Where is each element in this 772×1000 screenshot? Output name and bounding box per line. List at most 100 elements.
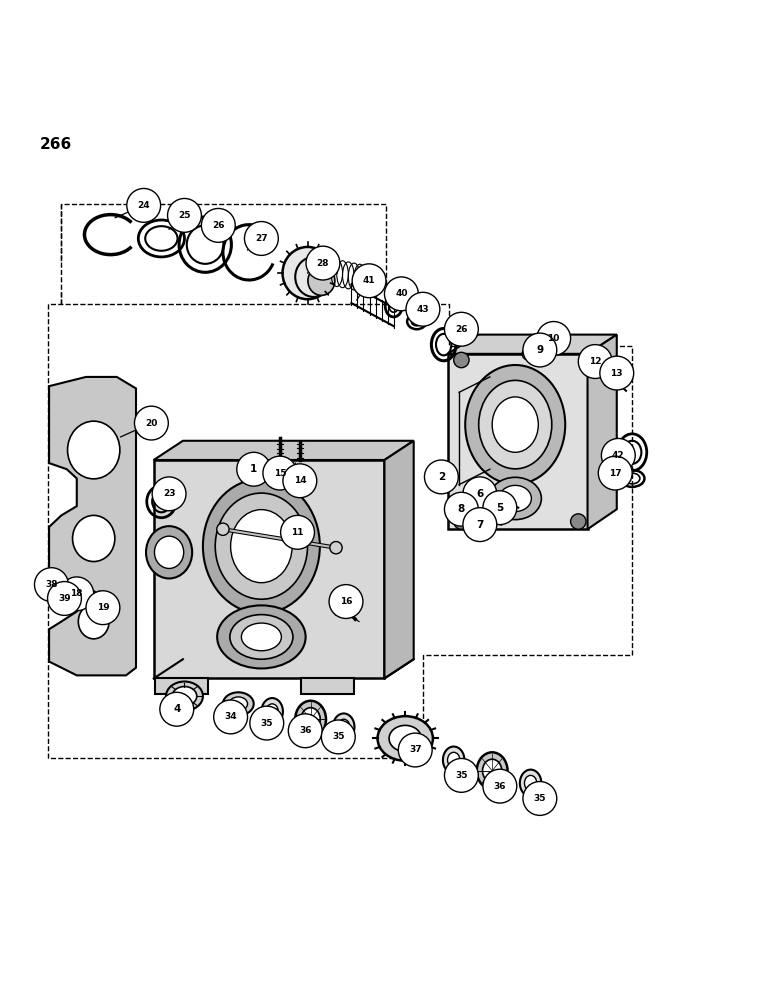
- Circle shape: [470, 511, 481, 522]
- Ellipse shape: [67, 421, 120, 479]
- Ellipse shape: [389, 725, 422, 752]
- Circle shape: [330, 542, 342, 554]
- Ellipse shape: [479, 380, 552, 469]
- Circle shape: [127, 188, 161, 222]
- Text: 26: 26: [455, 325, 468, 334]
- Text: 19: 19: [96, 603, 110, 612]
- Text: 36: 36: [299, 726, 311, 735]
- Circle shape: [239, 457, 250, 468]
- Circle shape: [454, 514, 469, 529]
- Ellipse shape: [448, 752, 460, 768]
- Text: 7: 7: [476, 520, 483, 530]
- Circle shape: [280, 515, 314, 549]
- Ellipse shape: [337, 719, 350, 735]
- Ellipse shape: [378, 716, 433, 761]
- Text: 23: 23: [163, 489, 175, 498]
- Ellipse shape: [482, 759, 502, 782]
- Polygon shape: [587, 335, 617, 529]
- Circle shape: [160, 692, 194, 726]
- Ellipse shape: [242, 623, 281, 651]
- Ellipse shape: [283, 247, 333, 299]
- Text: 10: 10: [547, 334, 560, 343]
- Ellipse shape: [266, 704, 279, 719]
- Circle shape: [600, 356, 634, 390]
- Circle shape: [329, 585, 363, 618]
- Circle shape: [168, 198, 201, 232]
- Text: 12: 12: [589, 357, 601, 366]
- Circle shape: [398, 733, 432, 767]
- Text: 13: 13: [611, 369, 623, 378]
- Ellipse shape: [301, 708, 320, 731]
- Circle shape: [263, 456, 296, 490]
- Polygon shape: [301, 678, 354, 694]
- Ellipse shape: [154, 536, 184, 568]
- Circle shape: [463, 508, 496, 542]
- Circle shape: [578, 345, 612, 378]
- Ellipse shape: [230, 615, 293, 659]
- Circle shape: [306, 246, 340, 280]
- Circle shape: [384, 277, 418, 311]
- Circle shape: [54, 579, 72, 598]
- Polygon shape: [155, 678, 208, 694]
- Text: 5: 5: [496, 503, 503, 513]
- Circle shape: [283, 464, 317, 498]
- Polygon shape: [448, 354, 587, 529]
- Circle shape: [425, 460, 459, 494]
- Text: 27: 27: [255, 234, 268, 243]
- Circle shape: [483, 491, 516, 525]
- Circle shape: [250, 706, 283, 740]
- Polygon shape: [49, 377, 136, 675]
- Text: 35: 35: [260, 719, 273, 728]
- Ellipse shape: [524, 775, 537, 791]
- Text: 35: 35: [455, 771, 468, 780]
- Circle shape: [445, 312, 479, 346]
- Ellipse shape: [146, 526, 192, 578]
- Ellipse shape: [489, 477, 541, 520]
- Circle shape: [214, 700, 248, 734]
- Text: 11: 11: [291, 528, 304, 537]
- Circle shape: [245, 222, 279, 255]
- Ellipse shape: [499, 485, 531, 512]
- Circle shape: [571, 514, 586, 529]
- Circle shape: [463, 477, 496, 511]
- Text: 36: 36: [493, 782, 506, 791]
- Ellipse shape: [493, 397, 538, 452]
- Circle shape: [201, 208, 235, 242]
- Text: 41: 41: [363, 276, 375, 285]
- Circle shape: [217, 523, 229, 535]
- Ellipse shape: [166, 682, 203, 711]
- Text: 39: 39: [58, 594, 71, 603]
- Polygon shape: [154, 460, 384, 678]
- Circle shape: [35, 568, 68, 602]
- Ellipse shape: [308, 266, 335, 295]
- Circle shape: [454, 352, 469, 368]
- Polygon shape: [384, 441, 414, 678]
- Ellipse shape: [217, 605, 306, 668]
- Text: 40: 40: [395, 289, 408, 298]
- Circle shape: [601, 438, 635, 472]
- Circle shape: [352, 264, 386, 298]
- Circle shape: [59, 584, 67, 593]
- Circle shape: [60, 577, 93, 611]
- Circle shape: [537, 322, 571, 355]
- Ellipse shape: [295, 701, 326, 738]
- Text: 17: 17: [609, 469, 621, 478]
- Text: 20: 20: [145, 419, 157, 428]
- Text: 25: 25: [178, 211, 191, 220]
- Circle shape: [288, 714, 322, 748]
- Text: 35: 35: [332, 732, 344, 741]
- Circle shape: [483, 769, 516, 803]
- Text: 8: 8: [458, 504, 465, 514]
- Circle shape: [487, 492, 497, 503]
- Ellipse shape: [520, 770, 541, 797]
- Text: 42: 42: [612, 451, 625, 460]
- Polygon shape: [154, 441, 414, 460]
- Polygon shape: [448, 335, 617, 354]
- Circle shape: [608, 374, 619, 385]
- Bar: [467, 486, 476, 492]
- Text: 18: 18: [70, 589, 83, 598]
- Text: 26: 26: [212, 221, 225, 230]
- Ellipse shape: [78, 604, 109, 639]
- Circle shape: [585, 361, 599, 375]
- Text: 34: 34: [225, 712, 237, 721]
